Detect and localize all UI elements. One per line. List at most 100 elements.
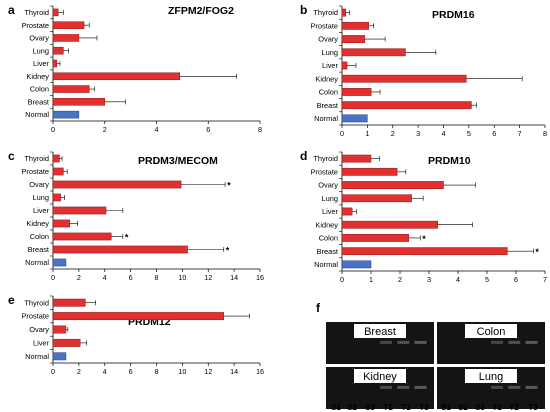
panel-letter-d: d [300, 149, 307, 163]
bar-lung [341, 194, 412, 203]
chart-title-a: ZFPM2/FOG2 [168, 5, 234, 17]
gel-panel-f: f Breast Colon Kidney Lung S1 S2 S3 T1 T2 T3 S1 S2 S3… [316, 301, 545, 412]
bar-normal [341, 114, 368, 123]
category-label: Liver [322, 207, 339, 216]
category-label: Prostate [21, 21, 49, 30]
x-tick-label: 7 [543, 275, 547, 284]
x-tick-label: 8 [155, 273, 159, 282]
x-tick-label: 12 [204, 273, 212, 282]
category-label: Thyroid [24, 154, 49, 163]
gel-band [397, 340, 410, 344]
panel-letter-b: b [300, 3, 307, 17]
x-tick-label: 3 [416, 129, 420, 138]
x-tick-label: 16 [256, 367, 264, 376]
category-label: Ovary [318, 181, 338, 190]
category-label: Prostate [310, 21, 338, 30]
category-label: Liver [322, 61, 339, 70]
x-tick-label: 4 [103, 273, 107, 282]
significance-star: * [227, 181, 231, 191]
category-label: Prostate [310, 167, 338, 176]
bar-normal [341, 260, 372, 269]
lane-label: S3 [365, 403, 375, 412]
category-label: Prostate [21, 167, 49, 176]
category-label: Ovary [29, 180, 49, 189]
significance-star: * [125, 233, 129, 243]
bar-liver [52, 206, 107, 215]
bar-normal [52, 110, 80, 119]
category-label: Lung [33, 46, 49, 55]
panel-letter-a: a [8, 3, 15, 17]
category-label: Ovary [318, 35, 338, 44]
category-label: Breast [317, 247, 338, 256]
x-tick-label: 14 [230, 273, 238, 282]
x-tick-label: 1 [365, 129, 369, 138]
x-tick-label: 8 [155, 367, 159, 376]
category-label: Kidney [26, 219, 49, 228]
lane-label: T3 [419, 403, 429, 412]
bar-colon [341, 234, 409, 242]
x-tick-label: 4 [442, 129, 446, 138]
x-tick-label: 10 [178, 273, 186, 282]
x-tick-label: 10 [178, 367, 186, 376]
bar-breast [341, 247, 508, 256]
x-tick-label: 4 [103, 367, 107, 376]
x-tick-label: 7 [518, 129, 522, 138]
category-label: Breast [28, 97, 49, 106]
bar-thyroid [341, 8, 347, 17]
category-label: Thyroid [313, 8, 338, 17]
x-tick-label: 8 [258, 125, 262, 134]
bar-breast [341, 101, 472, 110]
x-tick-label: 3 [427, 275, 431, 284]
category-label: Normal [314, 114, 338, 123]
panel-letter-f: f [316, 301, 321, 315]
x-tick-label: 6 [514, 275, 518, 284]
chart-panel-d: d PRDM10 0 1 2 3 4 5 6 7 Thyroid Prostate Ovary Lung L… [300, 149, 547, 284]
panel-letter-c: c [8, 149, 15, 163]
gel-band [525, 385, 538, 389]
bar-prostate [52, 167, 64, 176]
lane-label: S3 [475, 403, 485, 412]
x-tick-label: 6 [492, 129, 496, 138]
category-label: Thyroid [24, 8, 49, 17]
bar-colon [52, 85, 90, 93]
category-label: Liver [33, 59, 50, 68]
bar-thyroid [52, 298, 86, 307]
x-tick-label: 6 [129, 273, 133, 282]
category-label: Normal [314, 260, 338, 269]
gel-band [491, 385, 503, 389]
lane-label: T1 [492, 403, 502, 412]
gel-band [397, 385, 410, 389]
x-tick-label: 0 [51, 367, 55, 376]
panel-letter-e: e [8, 293, 15, 307]
chart-panel-c: c PRDM3/MECOM 0 2 4 6 8 10 12 14 16 Thyroid Prostate… [8, 149, 264, 282]
gel-band [414, 385, 427, 389]
lane-label: T3 [528, 403, 538, 412]
gel-band [508, 340, 521, 344]
x-tick-label: 16 [256, 273, 264, 282]
gel-band [414, 340, 427, 344]
category-label: Lung [322, 48, 338, 57]
category-label: Breast [317, 101, 338, 110]
gel-label-bg [465, 369, 517, 383]
category-label: Kidney [315, 74, 338, 83]
category-label: Colon [30, 85, 49, 94]
bar-colon [52, 232, 112, 241]
x-tick-label: 2 [398, 275, 402, 284]
bar-kidney [52, 219, 71, 228]
category-label: Normal [25, 352, 49, 361]
bar-lung [52, 193, 62, 202]
chart-title-d: PRDM10 [428, 155, 471, 167]
bar-breast [52, 98, 105, 106]
chart-panel-a: a ZFPM2/FOG2 0 2 4 6 8 Thyroid Prostate Ovary Lung… [8, 3, 262, 134]
bar-colon [341, 88, 372, 96]
bar-prostate [341, 21, 369, 30]
gel-tissue-label: Colon [477, 326, 506, 338]
gel-band [525, 340, 538, 344]
bar-ovary [341, 35, 366, 43]
bar-lung [341, 48, 406, 57]
x-tick-label: 0 [51, 273, 55, 282]
bar-prostate [52, 21, 85, 29]
chart-title-c: PRDM3/MECOM [138, 155, 218, 167]
bar-ovary [52, 34, 80, 42]
